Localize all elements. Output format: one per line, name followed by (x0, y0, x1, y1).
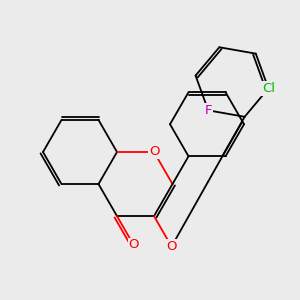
Text: F: F (205, 104, 212, 117)
Text: O: O (166, 240, 177, 253)
Text: O: O (128, 238, 139, 251)
Text: O: O (149, 146, 159, 158)
Text: Cl: Cl (262, 82, 275, 95)
